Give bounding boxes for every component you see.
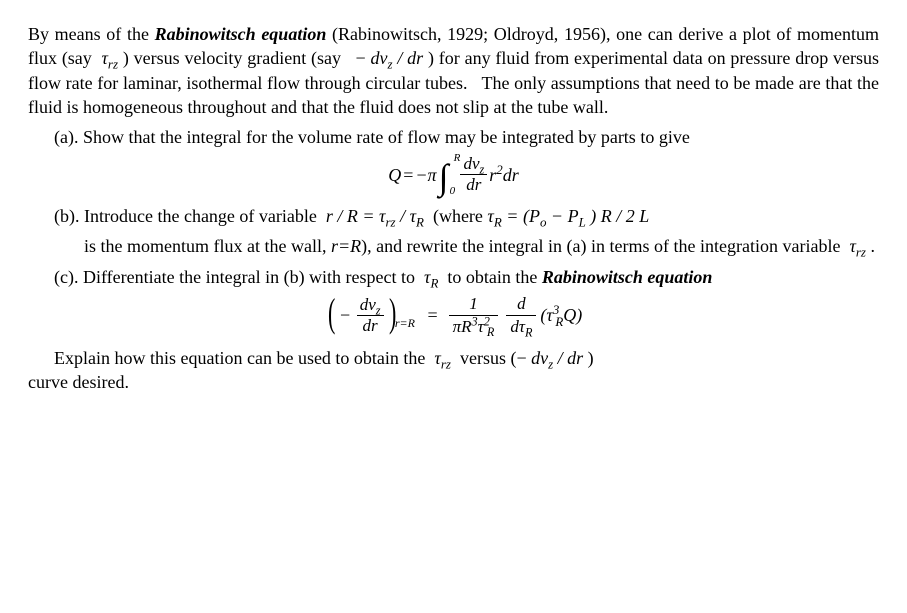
c-tauR: τR: [424, 267, 438, 287]
rabinowitsch-term: Rabinowitsch equation: [155, 24, 327, 44]
item-c: (c). Differentiate the integral in (b) w…: [28, 265, 879, 289]
eq2-tail: (τ3RQ): [540, 303, 582, 327]
label-a: (a).: [54, 127, 83, 147]
b-line2a: is the momentum flux at the wall,: [84, 236, 331, 256]
b-line2c: ), and rewrite the integral in (a) in te…: [361, 236, 849, 256]
b-expr1: r / R = τrz / τR: [326, 206, 424, 226]
outro-dvz: dvz: [527, 348, 554, 368]
text-a: Show that the integral for the volume ra…: [83, 127, 690, 147]
item-a: (a). Show that the integral for the volu…: [28, 125, 879, 149]
intro-post2: ) versus velocity gradient (say −: [118, 48, 366, 68]
label-c: (c).: [54, 267, 83, 287]
b-r-eq-R: r=R: [331, 236, 361, 256]
item-b-line2: is the momentum flux at the wall, r=R), …: [28, 234, 879, 258]
outro-line1: Explain how this equation can be used to…: [28, 346, 879, 370]
outro-text2: versus (−: [451, 348, 527, 368]
item-b-line1: (b). Introduce the change of variable r …: [28, 204, 879, 228]
rabinowitsch-eq-term: Rabinowitsch equation: [542, 267, 713, 287]
intro-pre: By means of the: [28, 24, 155, 44]
outro-over-dr: / dr: [553, 348, 583, 368]
c-text1: Differentiate the integral in (b) with r…: [83, 267, 424, 287]
label-b: (b).: [54, 206, 84, 226]
dvz-sym: dvz: [366, 48, 393, 68]
outro-tau: τrz: [434, 348, 451, 368]
equation-2: ( − dvz dr ) r=R = 1 πR3τ2R d dτR (τ3RQ): [28, 295, 879, 336]
eq2-lfrac: dvz dr: [357, 296, 384, 335]
b-expr3: τR = (Po − PL ) R / 2 L: [487, 206, 649, 226]
eq1-eq: =: [403, 163, 413, 187]
b-line2d: .: [866, 236, 875, 256]
eq2-frac2: d dτR: [506, 295, 536, 336]
b-text2: (where: [424, 206, 487, 226]
eq1-tail: r2dr: [489, 163, 519, 187]
eq1-lhs: Q: [388, 163, 401, 187]
eq2-frac1: 1 πR3τ2R: [449, 295, 499, 336]
b-text1: Introduce the change of variable: [84, 206, 326, 226]
integral-icon: ∫ 0 R: [439, 157, 449, 193]
outro-text4: ): [583, 348, 594, 368]
eq1-frac: dvz dr: [460, 155, 487, 194]
intro-paragraph: By means of the Rabinowitsch equation (R…: [28, 22, 879, 119]
page-container: By means of the Rabinowitsch equation (R…: [28, 22, 879, 394]
tau-sym: τrz: [101, 48, 118, 68]
eq2-paren-sub: r=R: [395, 315, 415, 331]
outro-line2: curve desired.: [28, 370, 879, 394]
outro-text1: Explain how this equation can be used to…: [54, 348, 434, 368]
c-text2: to obtain the: [438, 267, 541, 287]
equation-1: Q = −π ∫ 0 R dvz dr r2dr: [28, 155, 879, 194]
b-tau-rz: τrz: [849, 236, 866, 256]
over-dr: / dr: [393, 48, 424, 68]
eq1-neg: −π: [415, 163, 436, 187]
